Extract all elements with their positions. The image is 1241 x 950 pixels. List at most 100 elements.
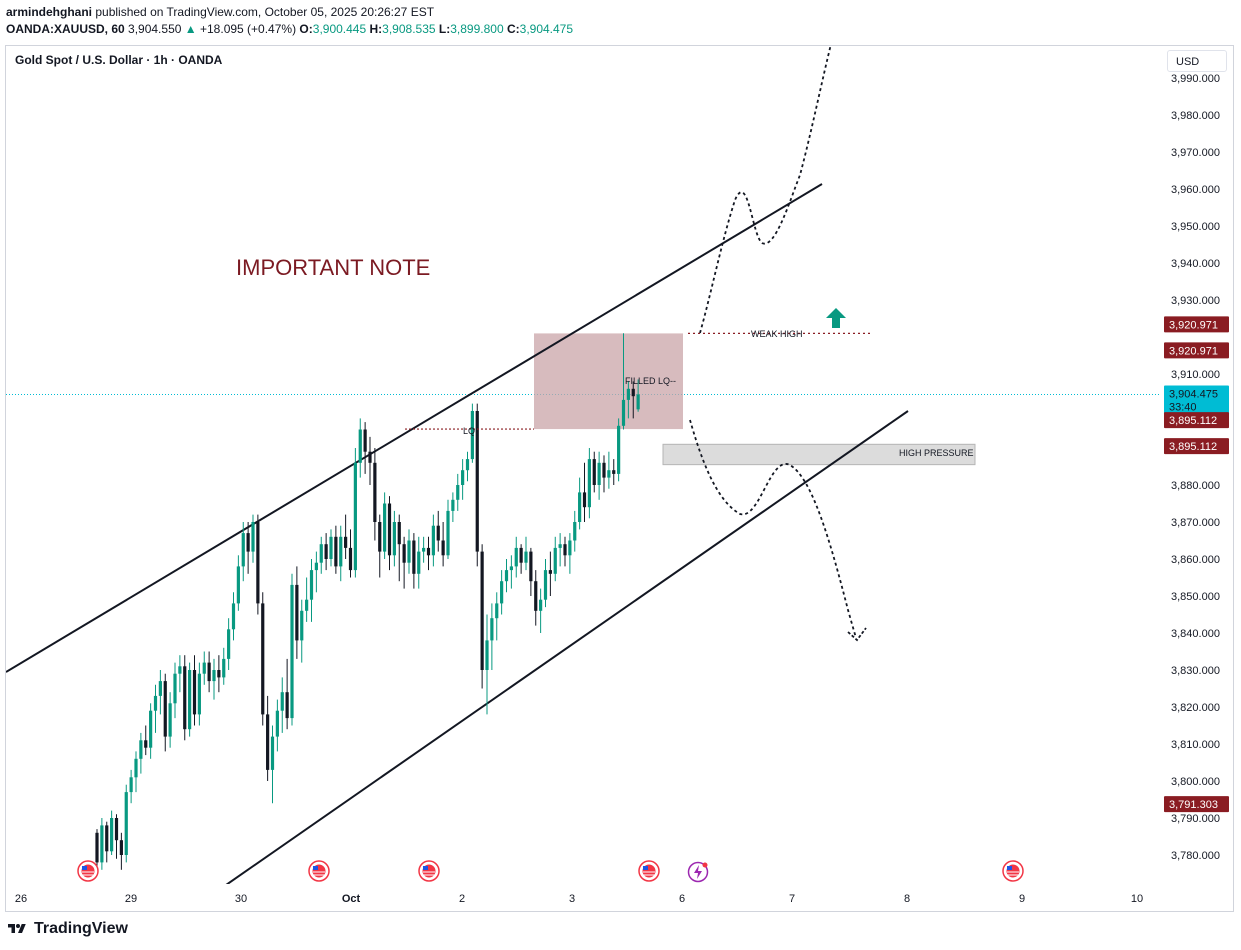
- candle-body: [105, 825, 109, 852]
- price-label-text: 3,791.303: [1169, 799, 1218, 811]
- price-label-text: 3,920.971: [1169, 345, 1218, 357]
- candle-body: [149, 710, 153, 748]
- x-tick-label: Oct: [342, 893, 361, 905]
- open-label: O:: [299, 22, 313, 36]
- price-label-text: 3,920.971: [1169, 319, 1218, 331]
- x-tick-label: 7: [789, 893, 795, 905]
- high-pressure-label: HIGH PRESSURE: [899, 448, 974, 458]
- last-price: 3,904.550: [128, 22, 182, 36]
- us-flag-event-icon-canton: [1007, 866, 1012, 870]
- candle-body: [280, 692, 284, 711]
- y-tick-label: 3,930.000: [1171, 295, 1220, 307]
- x-tick-label: 3: [569, 893, 575, 905]
- filled-lq-label: FILLED LQ--: [625, 376, 676, 386]
- candle-body: [495, 603, 499, 619]
- x-tick-label: 9: [1019, 893, 1025, 905]
- candle-body: [617, 425, 621, 474]
- candle-body: [363, 429, 367, 452]
- currency-selector[interactable]: USD: [1167, 50, 1227, 72]
- y-tick-label: 3,820.000: [1171, 702, 1220, 714]
- price-label: [1164, 385, 1229, 416]
- y-tick-label: 3,850.000: [1171, 591, 1220, 603]
- brand-label: TradingView: [34, 920, 128, 937]
- up-arrow-icon: ▲: [184, 22, 197, 36]
- candle-body: [587, 459, 591, 508]
- candle-body: [329, 536, 333, 559]
- x-tick-label: 6: [679, 893, 685, 905]
- candle-body: [465, 459, 470, 471]
- candle-body: [217, 670, 221, 678]
- candle-body: [144, 740, 148, 748]
- candle-body: [456, 485, 460, 500]
- tradingview-brand[interactable]: TradingView: [6, 920, 128, 938]
- candle-body: [358, 429, 362, 463]
- candle-body: [383, 503, 387, 552]
- y-tick-label: 3,960.000: [1171, 184, 1220, 196]
- candle-body: [631, 388, 635, 397]
- candle-body: [519, 547, 523, 563]
- candle-body: [490, 618, 494, 641]
- x-tick-label: 8: [904, 893, 910, 905]
- candle-body: [183, 666, 187, 730]
- candle-body: [446, 510, 450, 556]
- candle-body: [636, 394, 640, 410]
- publish-info: published on TradingView.com, October 05…: [95, 5, 435, 19]
- y-tick-label: 3,800.000: [1171, 776, 1220, 788]
- candle-body: [192, 670, 197, 715]
- important-note-label: IMPORTANT NOTE: [236, 255, 430, 280]
- high-label: H:: [369, 22, 383, 36]
- candle-body: [114, 818, 119, 841]
- y-tick-label: 3,940.000: [1171, 258, 1220, 270]
- candle-body: [504, 570, 509, 582]
- candle-body: [266, 714, 270, 770]
- candle-body: [222, 658, 226, 678]
- candle-body: [441, 540, 445, 556]
- candle-body: [261, 603, 265, 715]
- candle-body: [597, 462, 601, 485]
- low-label: L:: [438, 22, 451, 36]
- price-label: [1164, 316, 1229, 333]
- open-value: 3,900.445: [312, 22, 367, 36]
- candle-body: [241, 533, 245, 567]
- author-name[interactable]: armindehghani: [6, 5, 93, 19]
- us-flag-event-icon-canton: [313, 866, 318, 870]
- candle-body: [524, 551, 528, 563]
- candle-body: [129, 777, 133, 793]
- candle-body: [621, 399, 626, 426]
- plot-area: IMPORTANT NOTE WEAK HIGH FILLED LQ-- LQ HIGH…: [6, 46, 976, 884]
- price-label-text: 3,904.475: [1169, 388, 1218, 400]
- candle-body: [539, 599, 543, 611]
- candle-body: [256, 522, 260, 604]
- candle-body: [353, 462, 357, 571]
- us-flag-event-icon-canton: [82, 866, 87, 870]
- filled-lq-zone: [534, 333, 683, 430]
- candle-body: [514, 547, 518, 567]
- candle-body: [173, 673, 177, 704]
- candle-body: [470, 411, 474, 460]
- candle-body: [431, 525, 435, 556]
- candle-body: [275, 710, 279, 737]
- candle-body: [305, 599, 309, 611]
- candle-body: [436, 525, 440, 541]
- candle-body: [285, 692, 289, 719]
- x-tick-label: 26: [15, 893, 27, 905]
- y-tick-label: 3,970.000: [1171, 147, 1220, 159]
- candle-body: [319, 544, 323, 563]
- y-tick-label: 3,870.000: [1171, 517, 1220, 529]
- candle-body: [270, 736, 275, 770]
- candle-body: [407, 540, 411, 563]
- notification-dot: [702, 862, 708, 868]
- candle-body: [578, 492, 582, 522]
- y-tick-label: 3,780.000: [1171, 850, 1220, 862]
- candle-body: [397, 522, 401, 545]
- candle-body: [475, 411, 479, 552]
- candle-body: [227, 629, 231, 659]
- low-value: 3,899.800: [450, 22, 504, 36]
- candle-body: [202, 662, 206, 674]
- candle-body: [563, 544, 567, 556]
- price-label-text: 3,895.112: [1169, 441, 1217, 453]
- y-tick-label: 3,830.000: [1171, 665, 1220, 677]
- candle-body: [402, 544, 406, 563]
- price-label-text: 3,895.112: [1169, 415, 1217, 427]
